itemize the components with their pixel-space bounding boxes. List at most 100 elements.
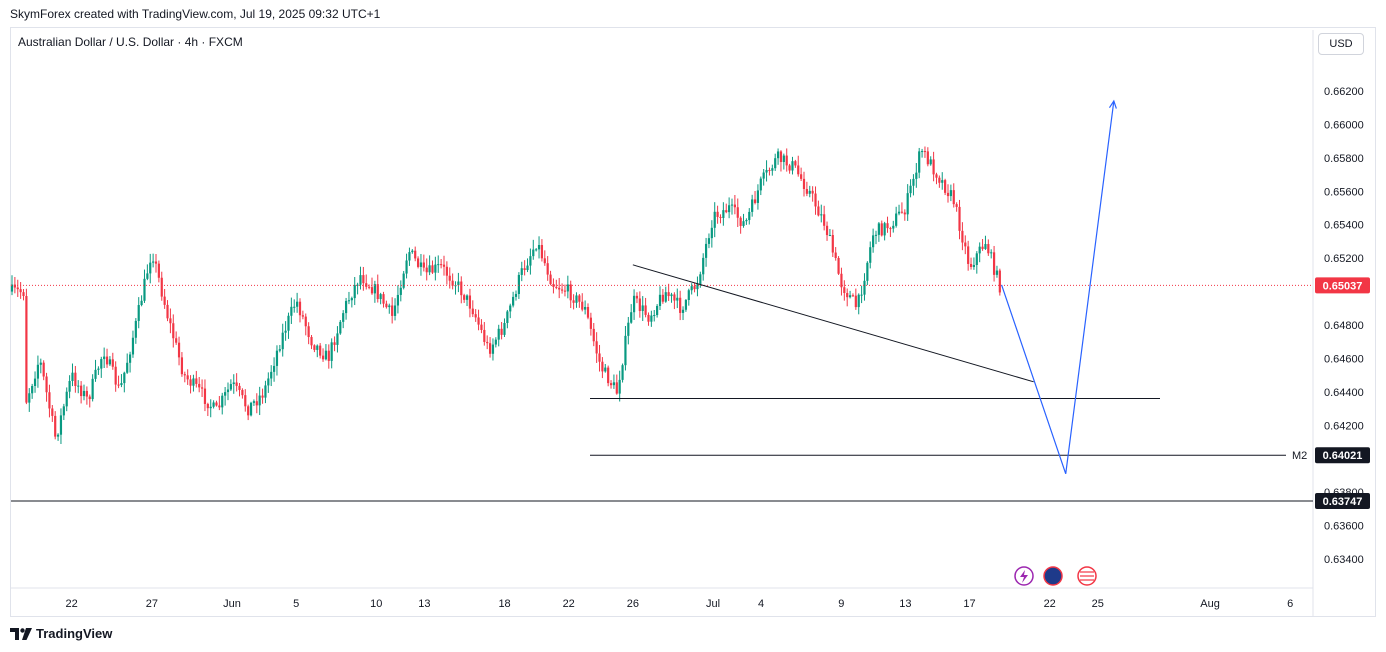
candle-body xyxy=(419,262,423,267)
candle-body xyxy=(396,294,400,306)
candle-body xyxy=(336,333,339,345)
candle-body xyxy=(710,227,713,239)
candle-body xyxy=(851,295,855,297)
candle-body xyxy=(330,342,333,361)
candle-body xyxy=(226,389,230,393)
candle-body xyxy=(54,415,57,437)
candle-body xyxy=(224,392,227,396)
x-tick-label: 9 xyxy=(838,598,844,610)
candle-body xyxy=(756,190,760,203)
candle-body xyxy=(474,314,477,318)
candle-body xyxy=(97,368,100,370)
candle-body xyxy=(607,367,610,384)
candle-body xyxy=(275,350,279,366)
candle-body xyxy=(316,345,319,350)
candle-body xyxy=(163,296,166,305)
candle-body xyxy=(324,350,328,360)
candle-body xyxy=(992,252,996,275)
candle-body xyxy=(941,180,944,183)
candle-body xyxy=(719,216,722,218)
candle-body xyxy=(944,180,947,193)
candle-body xyxy=(298,301,302,316)
candle-body xyxy=(748,211,751,221)
candle-body xyxy=(414,250,417,259)
x-tick-label: 18 xyxy=(498,598,510,610)
candle-body xyxy=(42,362,45,377)
projection-arrow-icon xyxy=(1108,99,1117,109)
candle-body xyxy=(549,274,552,285)
candle-body xyxy=(981,246,984,249)
candle-body xyxy=(471,308,474,315)
x-tick-label: 13 xyxy=(899,598,911,610)
candle-body xyxy=(782,155,785,163)
candle-body xyxy=(33,378,37,387)
candle-body xyxy=(483,329,486,342)
candle-body xyxy=(290,306,293,316)
candle-body xyxy=(915,172,918,179)
candle-body xyxy=(696,284,699,290)
candle-body xyxy=(848,295,852,298)
candle-body xyxy=(480,324,483,330)
candle-body xyxy=(105,356,109,365)
candle-body xyxy=(693,286,696,290)
candle-body xyxy=(45,376,48,393)
footer-brand: TradingView xyxy=(10,626,112,641)
candle-body xyxy=(586,306,590,318)
x-tick-label: 22 xyxy=(66,598,78,610)
candle-body xyxy=(802,178,806,190)
candle-body xyxy=(198,383,201,388)
candle-body xyxy=(889,228,892,230)
candle-body xyxy=(946,192,950,197)
candle-body xyxy=(88,396,91,400)
candle-body xyxy=(342,313,345,322)
candle-body xyxy=(235,382,238,386)
candle-body xyxy=(532,249,535,257)
x-tick-label: 22 xyxy=(1044,598,1056,610)
candle-body xyxy=(85,390,88,397)
candle-body xyxy=(391,305,394,316)
candle-body xyxy=(785,155,788,166)
candle-body xyxy=(866,262,869,281)
candle-body xyxy=(995,270,999,275)
candle-body xyxy=(117,384,120,386)
candle-body xyxy=(728,205,731,213)
x-tick-label: Aug xyxy=(1200,598,1220,610)
candle-body xyxy=(742,221,745,226)
candle-body xyxy=(681,309,685,313)
candle-body xyxy=(687,290,690,301)
candle-body xyxy=(189,379,192,386)
candle-body xyxy=(177,342,181,358)
candle-body xyxy=(247,406,250,416)
y-tick-label: 0.64800 xyxy=(1324,320,1364,332)
candle-body xyxy=(74,372,77,387)
candle-body xyxy=(768,169,771,171)
current-price-label: 0.65037 xyxy=(1323,280,1363,292)
candle-body xyxy=(776,151,780,159)
x-tick-label: 6 xyxy=(1287,598,1293,610)
candle-body xyxy=(293,306,296,308)
candle-body xyxy=(103,356,106,360)
candle-body xyxy=(739,217,742,226)
candle-body xyxy=(670,294,673,297)
y-tick-label: 0.65400 xyxy=(1324,220,1364,232)
candle-body xyxy=(10,284,14,292)
candle-body xyxy=(206,403,209,409)
currency-button[interactable]: USD xyxy=(1318,33,1364,55)
y-tick-label: 0.63600 xyxy=(1324,521,1364,533)
candle-body xyxy=(630,312,633,323)
candle-body xyxy=(175,338,178,343)
candle-body xyxy=(664,292,667,302)
candle-body xyxy=(725,210,728,213)
x-tick-label: 22 xyxy=(563,598,575,610)
candle-body xyxy=(36,364,40,379)
candle-body xyxy=(707,238,711,244)
candle-body xyxy=(157,263,160,278)
candle-body xyxy=(359,275,362,285)
candle-body xyxy=(221,395,224,408)
candle-body xyxy=(843,287,846,293)
candle-body xyxy=(218,405,221,408)
candle-body xyxy=(955,204,958,207)
candle-body xyxy=(267,378,270,386)
candle-body xyxy=(252,401,256,403)
